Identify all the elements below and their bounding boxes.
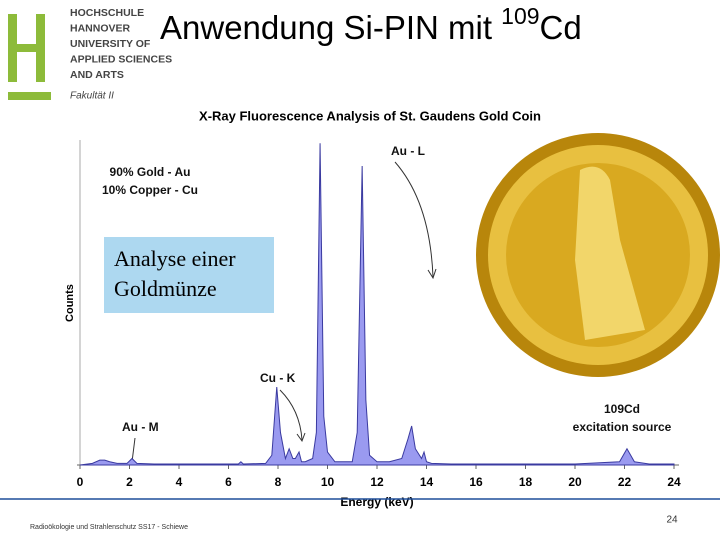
x-tick-label: 10	[321, 475, 335, 489]
title-sup: 109	[501, 3, 539, 29]
logo-text: HANNOVER	[70, 22, 131, 34]
x-tick-label: 24	[667, 475, 681, 489]
annotation: 90% Gold - Au	[110, 165, 191, 179]
annotation: excitation source	[573, 420, 672, 434]
x-tick-label: 4	[176, 475, 183, 489]
slide-title: Anwendung Si-PIN mit 109Cd	[160, 3, 582, 46]
y-axis-label: Counts	[64, 284, 76, 322]
x-tick-label: 8	[275, 475, 282, 489]
logo-text: HOCHSCHULE	[70, 7, 144, 19]
x-tick-label: 22	[618, 475, 632, 489]
arrows	[131, 161, 437, 463]
x-tick-label: 14	[420, 475, 434, 489]
title-text: Anwendung Si-PIN mit	[160, 9, 501, 46]
x-tick-label: 20	[568, 475, 582, 489]
footer-course: Radioökologie und Strahlenschutz SS17 - …	[30, 524, 188, 531]
spectrum	[79, 143, 675, 466]
x-tick-label: 2	[126, 475, 133, 489]
logo-text: APPLIED SCIENCES	[70, 53, 172, 65]
annotation: Au - L	[391, 144, 425, 158]
annotation: Au - M	[122, 420, 159, 434]
page-number: 24	[666, 515, 678, 526]
x-axis-label: Energy (keV)	[340, 495, 413, 509]
chart-title: X-Ray Fluorescence Analysis of St. Gaude…	[199, 108, 541, 123]
x-tick-label: 12	[370, 475, 384, 489]
note-text: Goldmünze	[114, 276, 217, 301]
logo-text: AND ARTS	[70, 69, 124, 81]
logo-text: UNIVERSITY OF	[70, 38, 151, 50]
x-tick-label: 16	[469, 475, 483, 489]
x-tick-label: 18	[519, 475, 533, 489]
coin-image	[476, 133, 720, 377]
x-tick-label: 0	[77, 475, 84, 489]
logo	[8, 14, 51, 100]
annotation: Cu - K	[260, 371, 296, 385]
note-text: Analyse einer	[114, 246, 236, 271]
annotation: 109Cd	[604, 402, 640, 416]
note-box	[104, 237, 274, 313]
x-tick-label: 6	[225, 475, 232, 489]
faculty: Fakultät II	[70, 91, 114, 102]
title-text: Cd	[540, 9, 582, 46]
annotation: 10% Copper - Cu	[102, 183, 198, 197]
